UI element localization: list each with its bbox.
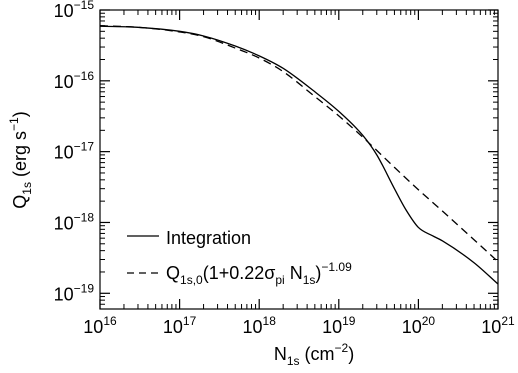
y-tick-exp: −17 [74, 140, 95, 154]
y-tick-exp: −15 [74, 0, 95, 12]
x-tick-exp: 17 [183, 314, 197, 328]
x-label-sup: −2 [335, 341, 349, 355]
y-tick-exp: −19 [74, 281, 95, 295]
y-tick-label: 10−18 [54, 210, 95, 233]
x-tick-label: 1019 [322, 314, 356, 337]
x-tick-exp: 19 [342, 314, 356, 328]
y-axis-label: Q1s (erg s−1) [7, 111, 34, 208]
x-tick-base: 10 [83, 317, 103, 337]
x-tick-label: 1017 [163, 314, 197, 337]
y-tick-exp: −16 [74, 69, 95, 83]
x-tick-base: 10 [163, 317, 183, 337]
x-tick-base: 10 [481, 317, 501, 337]
x-tick-base: 10 [322, 317, 342, 337]
x-label-sub: 1s [287, 354, 300, 368]
y-tick-label: 10−16 [54, 69, 95, 92]
y-tick-base: 10 [54, 213, 74, 233]
y-label-close: ) [10, 111, 30, 117]
series-integration-line [99, 25, 499, 285]
y-tick-label: 10−19 [54, 281, 95, 304]
x-label-main: N [274, 344, 287, 364]
legend-fit-sub1: 1s,0 [180, 273, 203, 287]
legend-fit-close: ) [315, 263, 321, 283]
series-fit-dashed-line [99, 25, 499, 263]
legend-fit-main: Q [166, 263, 180, 283]
legend-label-fit: Q1s,0(1+0.22σpi N1s)−1.09 [166, 260, 352, 287]
y-tick-label: 10−17 [54, 140, 95, 163]
x-axis-label: N1s (cm−2) [274, 341, 354, 368]
y-tick-base: 10 [54, 143, 74, 163]
y-tick-base: 10 [54, 284, 74, 304]
x-major-ticks [99, 10, 499, 309]
x-tick-exp: 16 [103, 314, 117, 328]
x-label-tail: (cm [300, 344, 335, 364]
y-tick-base: 10 [54, 1, 74, 21]
legend: Integration Q1s,0(1+0.22σpi N1s)−1.09 [127, 228, 352, 287]
x-tick-label: 1020 [402, 314, 436, 337]
x-tick-label: 1016 [83, 314, 117, 337]
y-tick-label: 10−15 [54, 0, 95, 21]
y-minor-ticks [100, 12, 498, 305]
y-label-main: Q [10, 195, 30, 209]
y-label-tail: (erg s [10, 131, 30, 182]
series-layer [99, 25, 499, 285]
legend-fit-sub3: 1s [303, 273, 316, 287]
legend-fit-mid1: (1+0.22σ [203, 263, 276, 283]
x-tick-label: 1018 [243, 314, 277, 337]
y-major-ticks [100, 9, 498, 294]
y-tick-base: 10 [54, 72, 74, 92]
x-tick-exp: 20 [422, 314, 436, 328]
x-tick-base: 10 [402, 317, 422, 337]
legend-fit-sub2: pi [275, 273, 284, 287]
y-tick-exp: −18 [74, 210, 95, 224]
legend-fit-sup: −1.09 [321, 260, 352, 274]
x-tick-exp: 18 [263, 314, 277, 328]
y-label-sub: 1s [20, 182, 34, 195]
legend-label-integration: Integration [166, 228, 251, 248]
x-tick-labels: 1016 1017 1018 1019 1020 1021 [83, 314, 515, 337]
x-tick-base: 10 [243, 317, 263, 337]
x-tick-exp: 21 [501, 314, 515, 328]
legend-fit-mid2: N [285, 263, 303, 283]
x-label-close: ) [348, 344, 354, 364]
plot-frame [99, 9, 499, 310]
x-minor-ticks [123, 10, 495, 309]
y-label-sup: −1 [7, 117, 21, 131]
x-tick-label: 1021 [481, 314, 515, 337]
